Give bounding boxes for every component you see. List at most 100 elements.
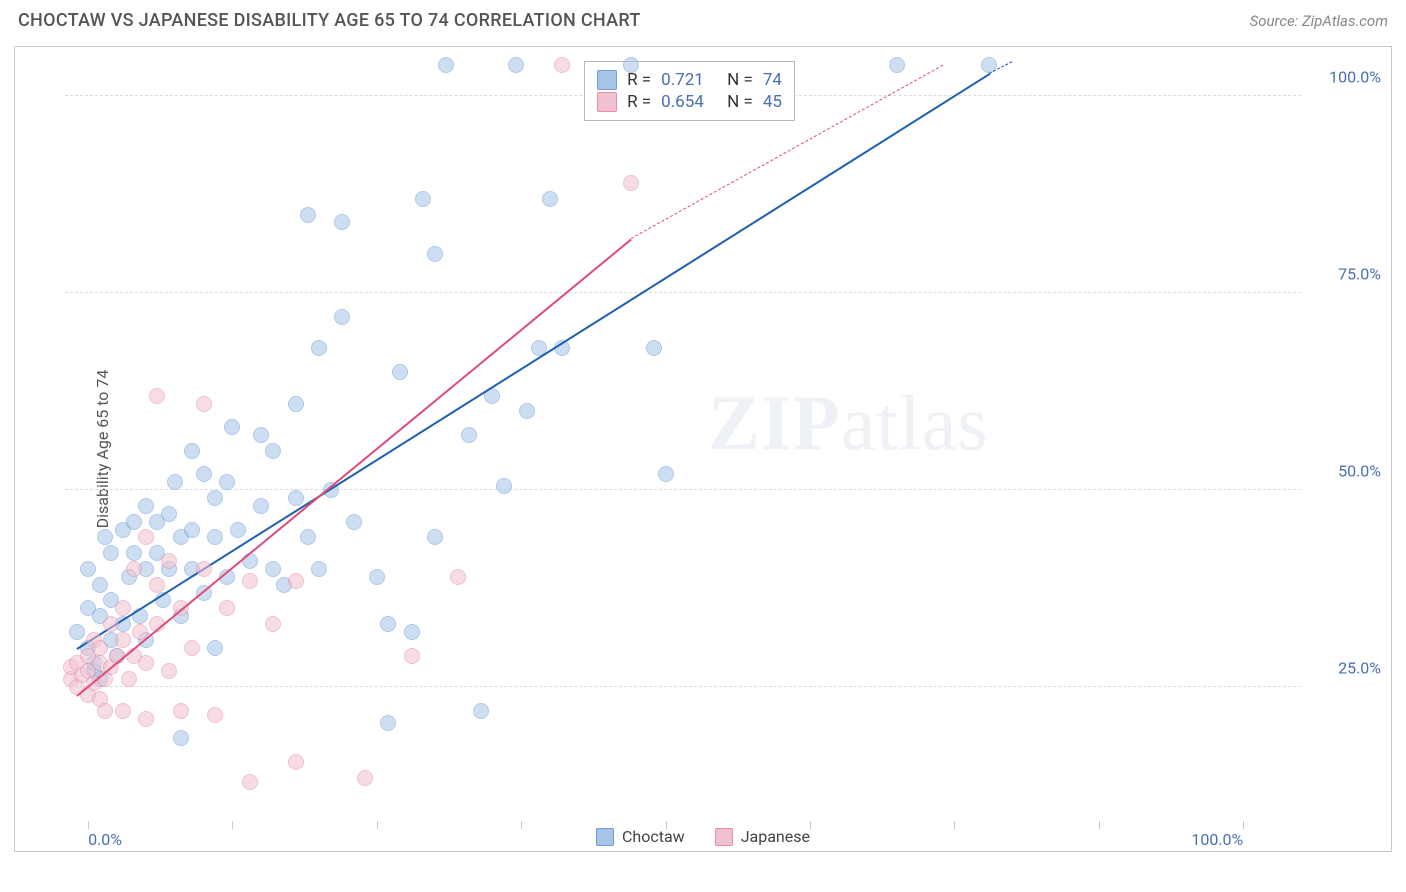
data-point [121,671,137,687]
trend-line [76,238,632,696]
data-point [184,443,200,459]
gridline-h [65,292,1301,293]
legend-item: Choctaw [596,827,685,846]
data-point [126,545,142,561]
data-point [69,624,85,640]
gridline-h [65,489,1301,490]
data-point [138,498,154,514]
data-point [115,632,131,648]
data-point [196,466,212,482]
data-point [334,214,350,230]
y-tick-label: 50.0% [1311,462,1381,481]
data-point [288,573,304,589]
x-tick [1099,821,1100,829]
data-point [369,569,385,585]
data-point [207,640,223,656]
data-point [519,403,535,419]
data-point [288,490,304,506]
data-point [508,57,524,73]
data-point [415,191,431,207]
data-point [138,655,154,671]
legend-item: Japanese [715,827,810,846]
source-attribution: Source: ZipAtlas.com [1250,12,1388,30]
data-point [496,478,512,494]
data-point [646,340,662,356]
watermark: ZIPatlas [708,378,989,468]
x-tick [88,821,89,829]
data-point [242,774,258,790]
data-point [357,770,373,786]
x-tick [810,821,811,829]
data-point [207,529,223,545]
correlation-legend-row: R =0.721N =74 [597,70,782,90]
data-point [80,561,96,577]
x-tick [232,821,233,829]
x-tick [1243,821,1244,829]
data-point [230,522,246,538]
data-point [311,340,327,356]
y-tick-label: 100.0% [1311,68,1381,87]
data-point [450,569,466,585]
data-point [542,191,558,207]
plot-area: ZIPatlas 25.0%50.0%75.0%100.0%0.0%100.0%… [65,57,1301,821]
data-point [167,474,183,490]
data-point [623,175,639,191]
n-label: N = [727,70,753,90]
chart-container: Disability Age 65 to 74 ZIPatlas 25.0%50… [14,46,1392,852]
data-point [392,364,408,380]
data-point [149,388,165,404]
x-tick-label: 100.0% [1191,830,1243,849]
data-point [196,396,212,412]
data-point [138,529,154,545]
data-point [115,703,131,719]
r-value: 0.721 [661,70,717,90]
r-label: R = [627,92,651,112]
data-point [334,309,350,325]
data-point [184,640,200,656]
data-point [380,715,396,731]
data-point [224,419,240,435]
data-point [173,703,189,719]
legend-label: Choctaw [622,827,685,846]
data-point [161,663,177,679]
data-point [265,616,281,632]
data-point [265,443,281,459]
gridline-h [65,686,1301,687]
data-point [404,648,420,664]
data-point [97,703,113,719]
data-point [438,57,454,73]
r-value: 0.654 [661,92,717,112]
data-point [196,561,212,577]
series-legend: Choctaw Japanese [596,827,810,846]
data-point [184,522,200,538]
data-point [242,573,258,589]
x-tick [954,821,955,829]
data-point [889,57,905,73]
x-tick [521,821,522,829]
data-point [103,545,119,561]
data-point [300,207,316,223]
data-point [161,553,177,569]
n-value: 74 [763,70,782,90]
data-point [288,396,304,412]
data-point [427,529,443,545]
data-point [219,600,235,616]
data-point [219,474,235,490]
data-point [253,498,269,514]
n-value: 45 [763,92,782,112]
data-point [97,529,113,545]
data-point [115,600,131,616]
data-point [300,529,316,545]
data-point [461,427,477,443]
data-point [138,711,154,727]
legend-swatch [597,92,617,112]
data-point [288,754,304,770]
data-point [658,466,674,482]
data-point [149,577,165,593]
trend-line [76,73,990,650]
legend-label: Japanese [741,827,810,846]
data-point [126,514,142,530]
data-point [623,57,639,73]
data-point [554,57,570,73]
data-point [311,561,327,577]
